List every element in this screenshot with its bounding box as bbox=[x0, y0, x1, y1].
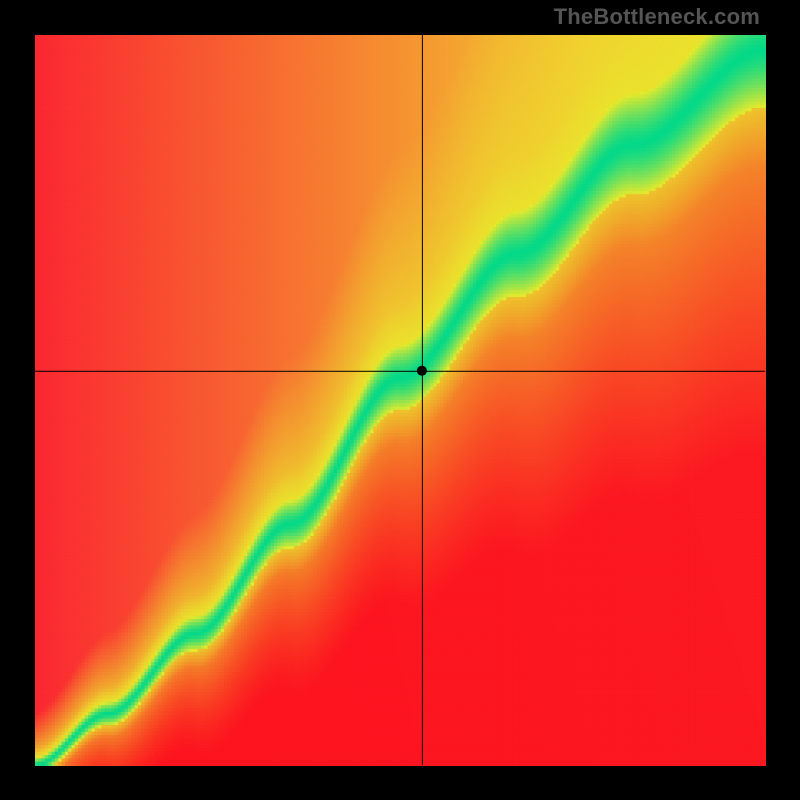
watermark-text: TheBottleneck.com bbox=[554, 4, 760, 30]
bottleneck-heatmap bbox=[0, 0, 800, 800]
